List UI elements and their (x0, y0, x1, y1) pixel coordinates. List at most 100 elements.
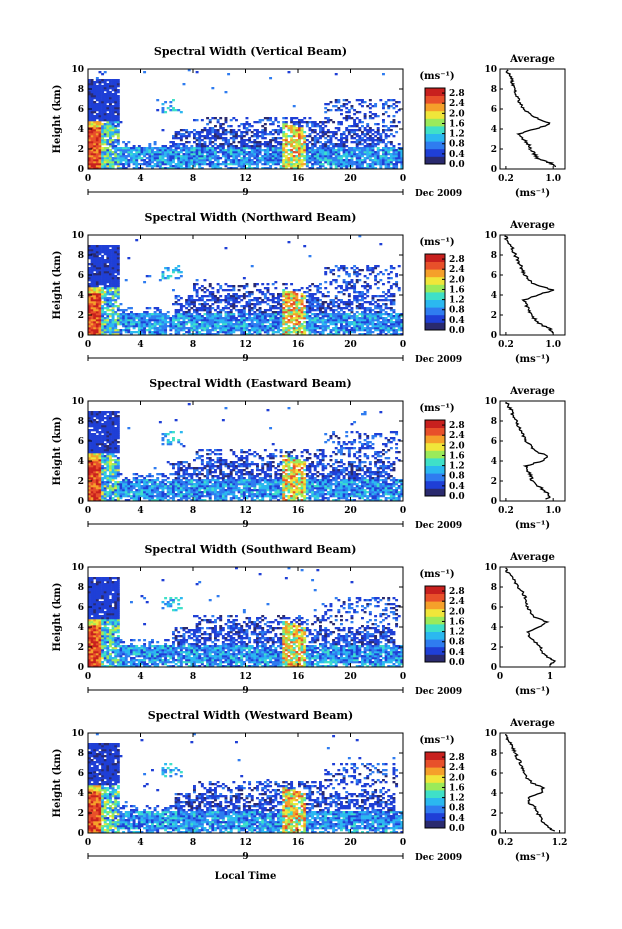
heatmap-cell (114, 299, 118, 302)
heatmap-cell (263, 315, 267, 318)
heatmap-cell (340, 317, 343, 320)
heatmap-cell (311, 313, 315, 316)
heatmap-cell (332, 153, 336, 156)
heatmap-cell (384, 101, 388, 104)
heatmap-cell (395, 157, 399, 160)
colorbar-tick-label: 1.6 (449, 285, 465, 295)
heatmap-cell (88, 103, 91, 106)
heatmap-cell (114, 247, 118, 250)
heatmap-cell (245, 161, 249, 164)
heatmap-cell (250, 153, 254, 156)
heatmap-cell (95, 259, 99, 262)
heatmap-cell (321, 305, 325, 308)
heatmap-cell (98, 307, 102, 310)
heatmap-cell (203, 319, 207, 322)
heatmap-cell (216, 315, 220, 318)
heatmap-cell (363, 327, 367, 330)
heatmap-cell (290, 143, 294, 146)
heatmap-cell (116, 317, 120, 320)
heatmap-cell (287, 163, 291, 166)
heatmap-cell (135, 165, 139, 168)
heatmap-cell (324, 327, 328, 330)
heatmap-cell (392, 99, 396, 102)
heatmap-cell (90, 445, 94, 448)
heatmap-cell (93, 481, 97, 484)
heatmap-cell (203, 135, 207, 138)
heatmap-cell (361, 131, 364, 134)
heatmap-cell (382, 113, 385, 116)
heatmap-cell (95, 299, 99, 302)
heatmap-cell (300, 147, 304, 150)
heatmap-cell (95, 441, 99, 444)
heatmap-cell (366, 153, 370, 156)
heatmap-cell (392, 153, 396, 156)
y-tick-label: 4 (78, 291, 84, 301)
heatmap-cell (361, 167, 364, 170)
heatmap-cell (284, 295, 288, 298)
heatmap-cell (374, 305, 378, 308)
heatmap-cell (93, 285, 97, 288)
heatmap-cell (93, 295, 97, 298)
heatmap-cell (298, 163, 301, 166)
heatmap-cell (258, 331, 262, 334)
heatmap-cell (298, 141, 301, 144)
heatmap-cell (311, 123, 315, 126)
heatmap-cell (334, 149, 338, 152)
heatmap-cell (282, 161, 286, 164)
heatmap-cell (206, 117, 210, 120)
heatmap-cell (151, 323, 154, 326)
heatmap-cell (347, 125, 351, 128)
heatmap-cell (271, 139, 275, 142)
heatmap-cell (395, 101, 399, 104)
heatmap-cell (248, 295, 252, 298)
heatmap-cell (140, 153, 144, 156)
heatmap-cell (90, 259, 94, 262)
heatmap-cell (90, 163, 94, 166)
heatmap-cell (389, 99, 393, 102)
heatmap-cell (250, 327, 254, 330)
heatmap-cell (337, 151, 341, 154)
heatmap-cell (379, 331, 383, 334)
heatmap-cell (130, 149, 133, 152)
heatmap-cell (292, 309, 296, 312)
heatmap-cell (114, 119, 118, 122)
heatmap-cell (263, 155, 267, 158)
heatmap-cell (292, 131, 296, 134)
heatmap-cell (111, 313, 115, 316)
heatmap-cell (216, 319, 220, 322)
heatmap-cell (358, 119, 362, 122)
heatmap-cell (116, 135, 120, 138)
heatmap-cell (337, 127, 341, 130)
heatmap-cell (211, 157, 215, 160)
heatmap-cell (300, 309, 304, 312)
heatmap-cell (95, 103, 99, 106)
heatmap-cell (395, 155, 399, 158)
heatmap-cell (324, 157, 328, 160)
heatmap-cell (250, 167, 254, 170)
heatmap-cell (232, 327, 236, 330)
heatmap-cell (347, 149, 351, 152)
heatmap-cell (258, 301, 262, 304)
heatmap-cell (109, 139, 112, 142)
heatmap-cell (329, 283, 333, 286)
heatmap-cell (109, 333, 112, 336)
heatmap-cell (229, 161, 233, 164)
heatmap-cell (114, 265, 118, 268)
heatmap-cell (287, 299, 291, 302)
heatmap-cell (90, 417, 94, 420)
heatmap-cell (177, 167, 181, 170)
heatmap-cell (303, 159, 307, 162)
heatmap-cell (374, 159, 378, 162)
heatmap-cell (340, 327, 343, 330)
heatmap-cell (382, 103, 385, 106)
heatmap-cell (277, 141, 280, 144)
heatmap-cell (158, 323, 162, 326)
heatmap-cell (237, 289, 241, 292)
heatmap-cell (93, 475, 97, 478)
heatmap-cell (311, 139, 315, 142)
heatmap-cell (98, 453, 102, 456)
heatmap-cell (298, 321, 301, 324)
heatmap-cell (177, 313, 181, 316)
heatmap-cell (374, 139, 378, 142)
heatmap-cell (316, 133, 320, 136)
